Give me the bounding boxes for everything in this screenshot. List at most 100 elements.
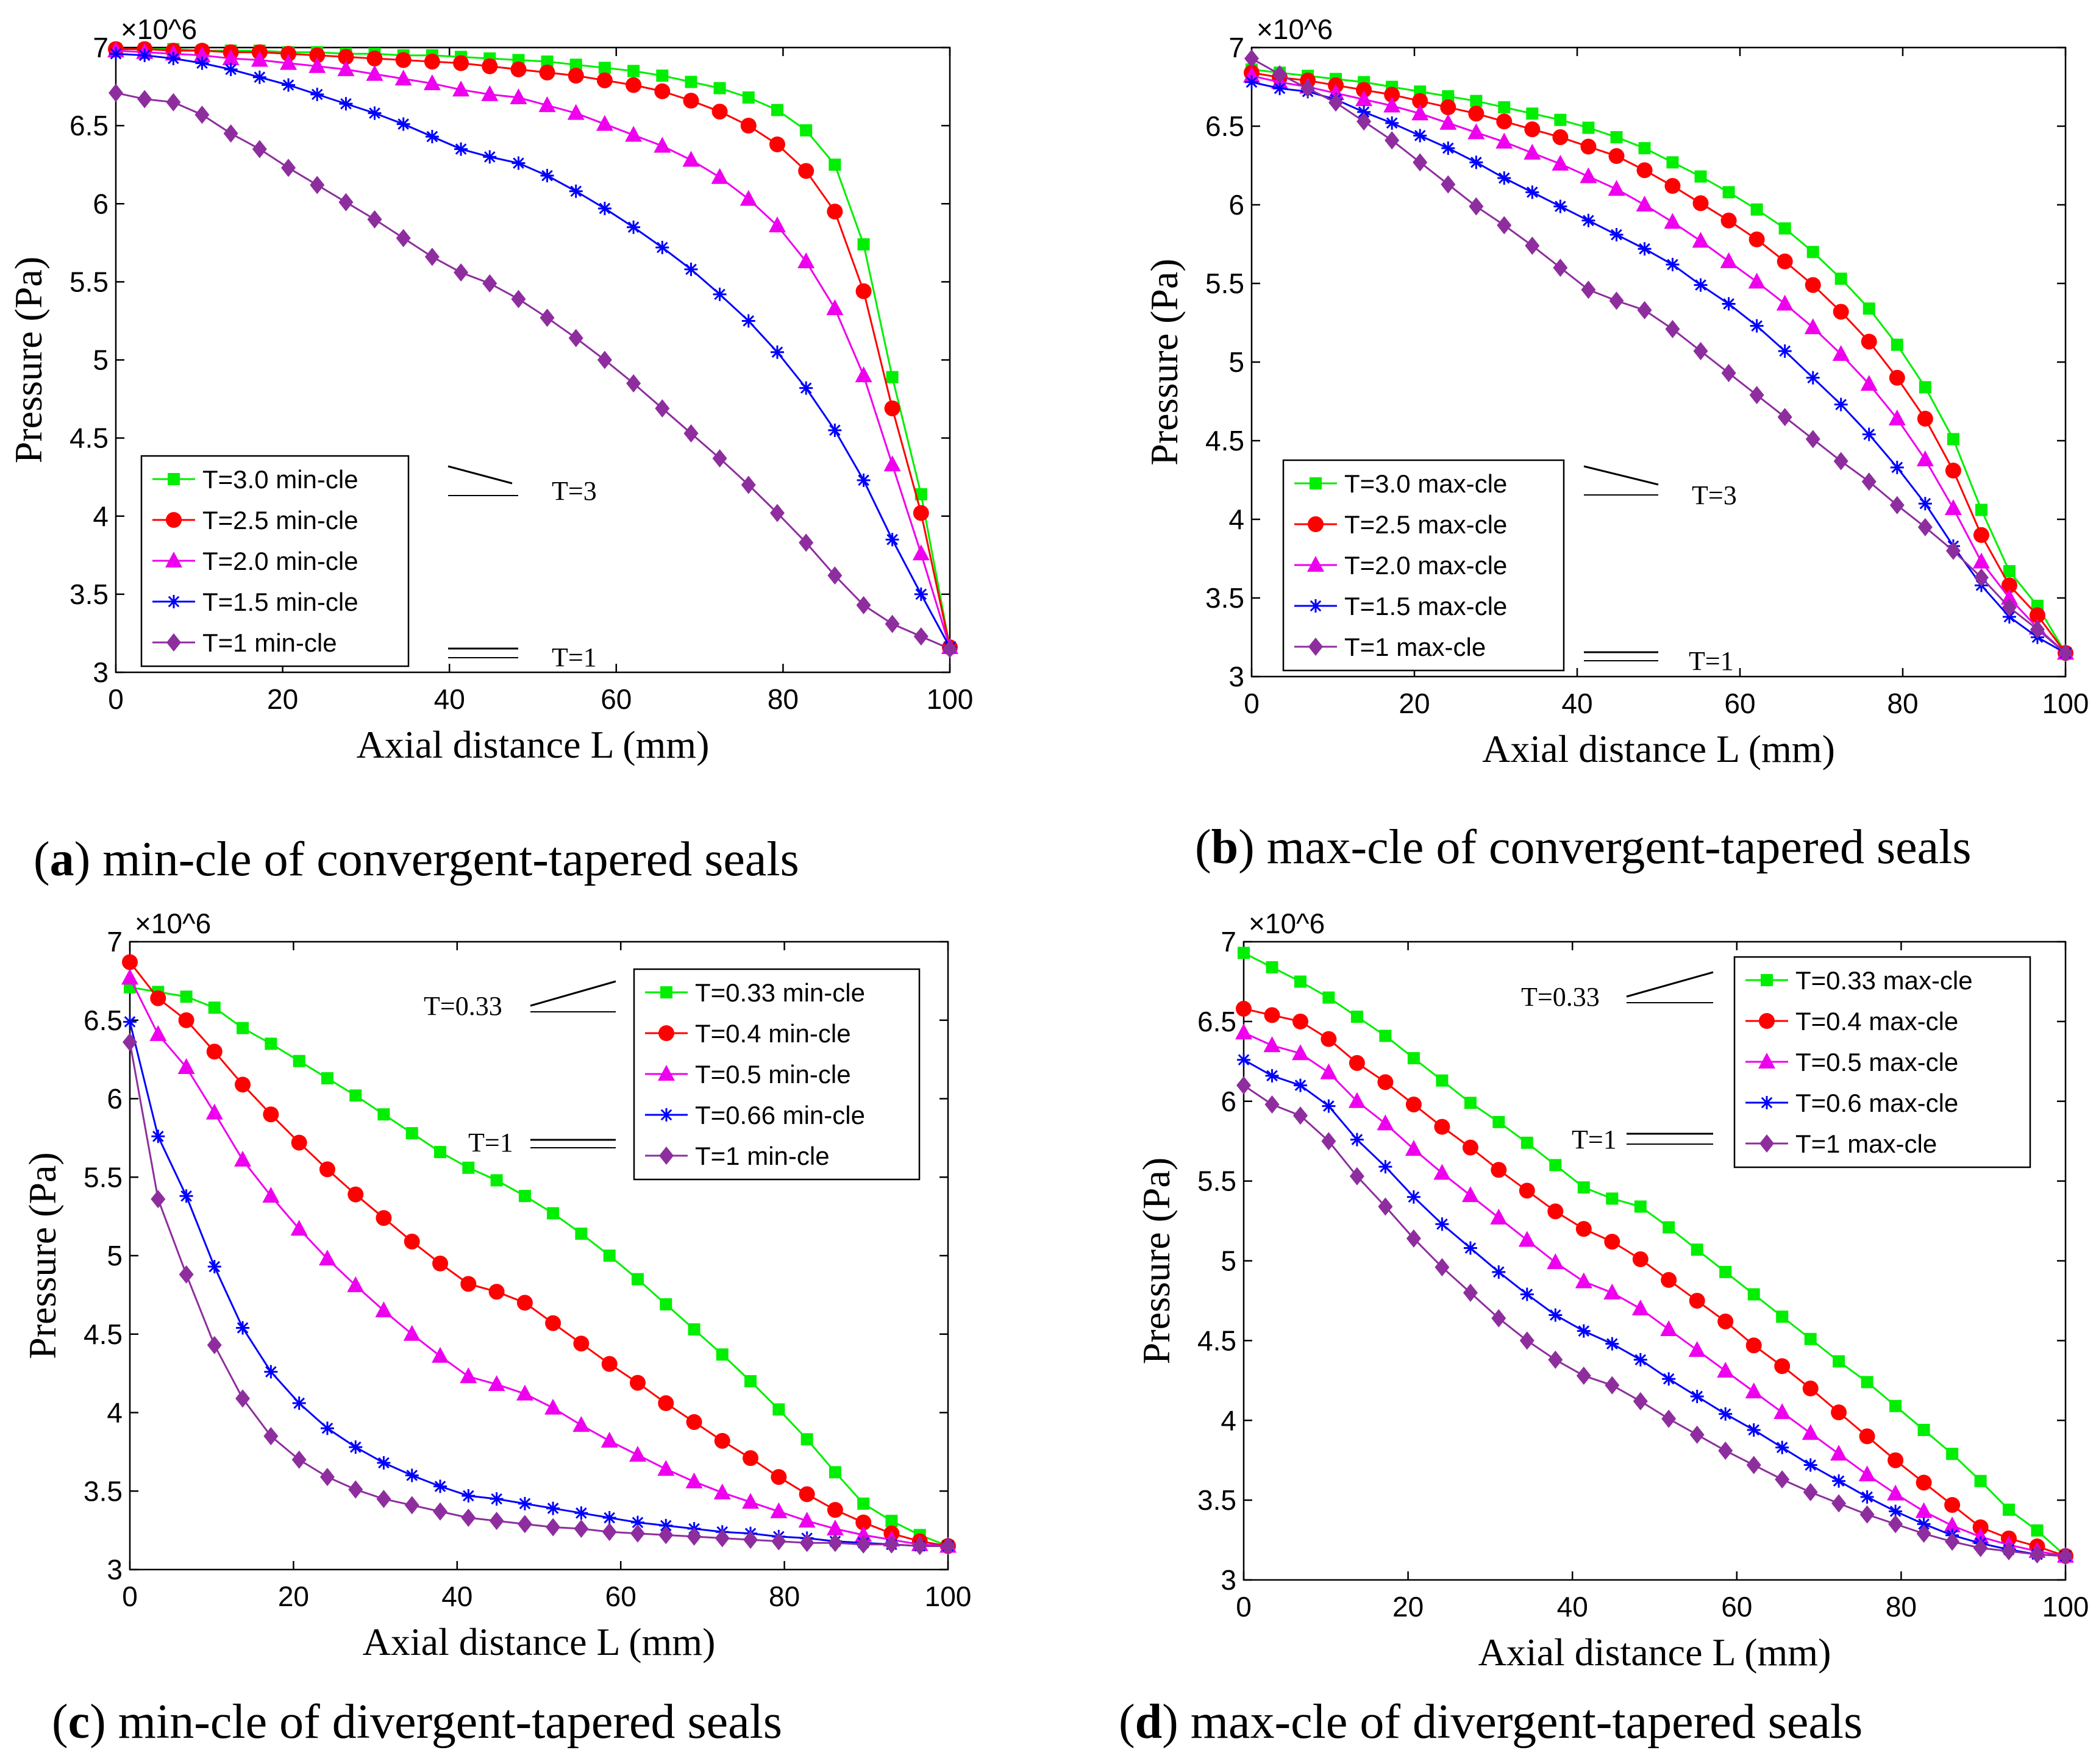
- x-tick-label: 20: [267, 683, 298, 715]
- data-point: [686, 1527, 702, 1546]
- data-point: [855, 366, 872, 383]
- y-tick-label: 3: [107, 1554, 123, 1585]
- data-point: [1636, 196, 1653, 212]
- data-point: [1775, 1440, 1789, 1454]
- annotation: T=1: [468, 1128, 616, 1158]
- data-point: [1469, 155, 1483, 169]
- data-point: [1661, 1271, 1677, 1288]
- data-point: [1495, 132, 1513, 149]
- series-2: [107, 41, 958, 654]
- data-point: [1861, 1376, 1873, 1389]
- data-point: [1974, 1474, 1987, 1487]
- data-point: [827, 204, 843, 220]
- data-point: [1917, 1517, 1931, 1531]
- chart-panel-c: 0 20 40 60 80 100 3 3.5 4 4.5 5 5.5 6 6.5 7 ×10^6 Axial …: [21, 908, 971, 1663]
- y-exponent-label: ×10^6: [1249, 908, 1325, 939]
- data-point: [337, 60, 355, 76]
- data-point: [1470, 94, 1483, 107]
- data-point: [1321, 1031, 1337, 1047]
- data-point: [1859, 1428, 1875, 1445]
- legend-marker: [1758, 1053, 1775, 1069]
- data-point: [771, 1532, 786, 1551]
- data-point: [1915, 1502, 1933, 1518]
- data-point: [516, 1384, 533, 1401]
- data-point: [264, 1365, 278, 1379]
- data-point: [292, 1396, 306, 1410]
- legend: T=0.33 min-cle T=0.4 min-cle T=0.5 min-cle…: [633, 968, 921, 1181]
- data-point: [1745, 1337, 1762, 1354]
- data-point: [1405, 1140, 1422, 1156]
- data-point: [1833, 304, 1849, 320]
- data-point: [1245, 75, 1258, 89]
- annotation-label: T=3: [552, 476, 597, 506]
- data-point: [375, 1301, 393, 1318]
- data-point: [1524, 121, 1541, 138]
- y-tick-label: 3: [1221, 1564, 1236, 1596]
- data-point: [237, 1022, 249, 1034]
- data-point: [1860, 375, 1878, 391]
- data-point: [1805, 277, 1821, 293]
- data-point: [1548, 1350, 1563, 1369]
- data-point: [1636, 162, 1653, 179]
- data-point: [659, 1518, 673, 1532]
- data-point: [797, 252, 815, 269]
- data-point: [1666, 258, 1680, 272]
- y-tick-label: 4: [1228, 503, 1244, 535]
- y-tick-label: 4: [1221, 1404, 1236, 1436]
- data-point: [123, 1033, 137, 1051]
- data-point: [1552, 129, 1569, 146]
- data-point: [1662, 1372, 1676, 1386]
- data-point: [1889, 1399, 1902, 1412]
- data-point: [377, 1108, 390, 1121]
- data-point: [627, 220, 641, 234]
- caption-b-text: max-cle of convergent-tapered seals: [1266, 820, 1972, 874]
- legend-marker: [1308, 638, 1323, 656]
- data-point: [396, 117, 410, 131]
- data-point: [1321, 1132, 1336, 1151]
- data-point: [603, 1250, 616, 1262]
- data-point: [1917, 1423, 1930, 1436]
- data-point: [771, 1469, 787, 1485]
- y-tick-label: 7: [93, 32, 109, 63]
- data-point: [1379, 1030, 1392, 1042]
- data-point: [1265, 1069, 1279, 1083]
- data-point: [631, 1273, 644, 1286]
- data-point: [1236, 1076, 1251, 1095]
- y-tick-label: 6: [107, 1083, 123, 1115]
- data-point: [1519, 1331, 1535, 1350]
- data-point: [460, 1367, 477, 1384]
- legend-marker: [1310, 477, 1322, 489]
- data-point: [799, 1486, 815, 1503]
- data-point: [405, 1127, 418, 1140]
- data-point: [235, 1389, 251, 1408]
- data-point: [1553, 199, 1567, 213]
- caption-c-text: min-cle of divergent-tapered seals: [118, 1695, 782, 1749]
- data-point: [772, 1403, 785, 1416]
- data-point: [1441, 175, 1456, 194]
- data-point: [510, 88, 527, 104]
- annotation-label: T=1: [552, 642, 597, 672]
- data-point: [857, 1497, 870, 1510]
- data-point: [1718, 1441, 1733, 1460]
- x-axis-label: Axial distance L (mm): [363, 1620, 716, 1663]
- data-point: [1492, 1265, 1506, 1279]
- data-point: [1947, 433, 1959, 446]
- data-point: [2030, 620, 2045, 639]
- data-point: [2030, 1545, 2045, 1564]
- data-point: [913, 505, 929, 521]
- y-tick-label: 5: [93, 344, 109, 376]
- data-point: [625, 126, 643, 142]
- data-point: [799, 1534, 815, 1552]
- data-point: [1237, 1053, 1250, 1067]
- legend-label: T=0.5 min-cle: [695, 1060, 851, 1089]
- data-point: [454, 263, 469, 282]
- data-point: [1264, 1007, 1280, 1023]
- data-point: [883, 455, 901, 472]
- legend-label: T=3.0 min-cle: [202, 465, 358, 494]
- data-point: [1491, 1162, 1507, 1178]
- data-point: [658, 1526, 674, 1545]
- legend-label: T=0.4 max-cle: [1795, 1007, 1958, 1036]
- legend-marker: [1759, 1134, 1774, 1153]
- data-point: [855, 283, 872, 299]
- y-tick-label: 5: [1221, 1245, 1236, 1277]
